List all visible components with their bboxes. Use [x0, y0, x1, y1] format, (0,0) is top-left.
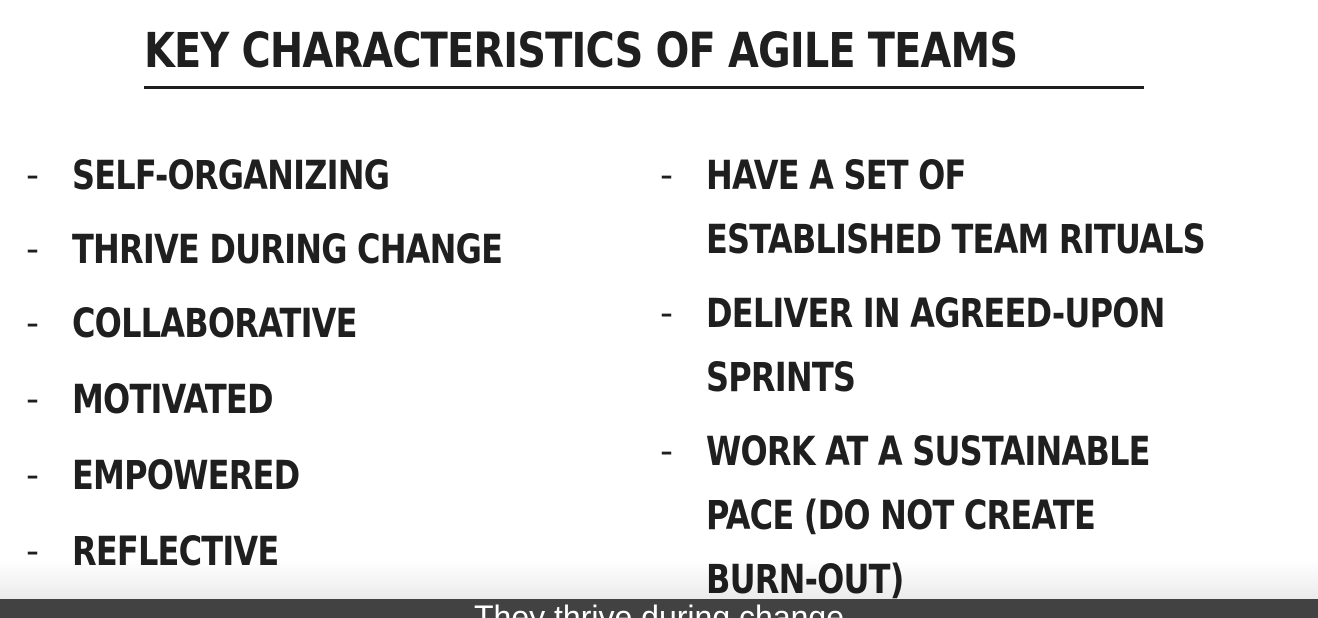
bullet-dash: -: [660, 293, 673, 334]
list-item-text: THRIVE DURING CHANGE: [72, 227, 503, 273]
list-item-text: COLLABORATIVE: [72, 301, 358, 347]
bullet-dash: -: [26, 303, 39, 344]
caption-shade: [0, 560, 1318, 599]
slide-title: KEY CHARACTERISTICS OF AGILE TEAMS: [144, 23, 1018, 79]
list-item-text-line: ESTABLISHED TEAM RITUALS: [706, 217, 1206, 263]
list-item-text-line: SPRINTS: [706, 355, 856, 401]
list-item-text: SELF-ORGANIZING: [72, 153, 390, 199]
list-item-text-line: WORK AT A SUSTAINABLE: [706, 429, 1151, 475]
list-item-text: REFLECTIVE: [72, 529, 279, 575]
list-item-text: EMPOWERED: [72, 453, 300, 499]
caption-text: They thrive during change: [474, 599, 844, 618]
title-underline: [144, 86, 1144, 89]
list-item-text-line: DELIVER IN AGREED-UPON: [706, 291, 1165, 337]
bullet-dash: -: [26, 531, 39, 572]
bullet-dash: -: [26, 379, 39, 420]
list-item-text-line: HAVE A SET OF: [706, 153, 966, 199]
bullet-dash: -: [660, 155, 673, 196]
bullet-dash: -: [26, 455, 39, 496]
bullet-dash: -: [660, 431, 673, 472]
caption-bar: They thrive during change: [0, 599, 1318, 618]
bullet-dash: -: [26, 155, 39, 196]
list-item-text: MOTIVATED: [72, 377, 274, 423]
list-item-text-line: BURN-OUT): [706, 548, 904, 612]
bullet-dash: -: [26, 229, 39, 270]
list-item-text-line: PACE (DO NOT CREATE: [706, 493, 1096, 539]
